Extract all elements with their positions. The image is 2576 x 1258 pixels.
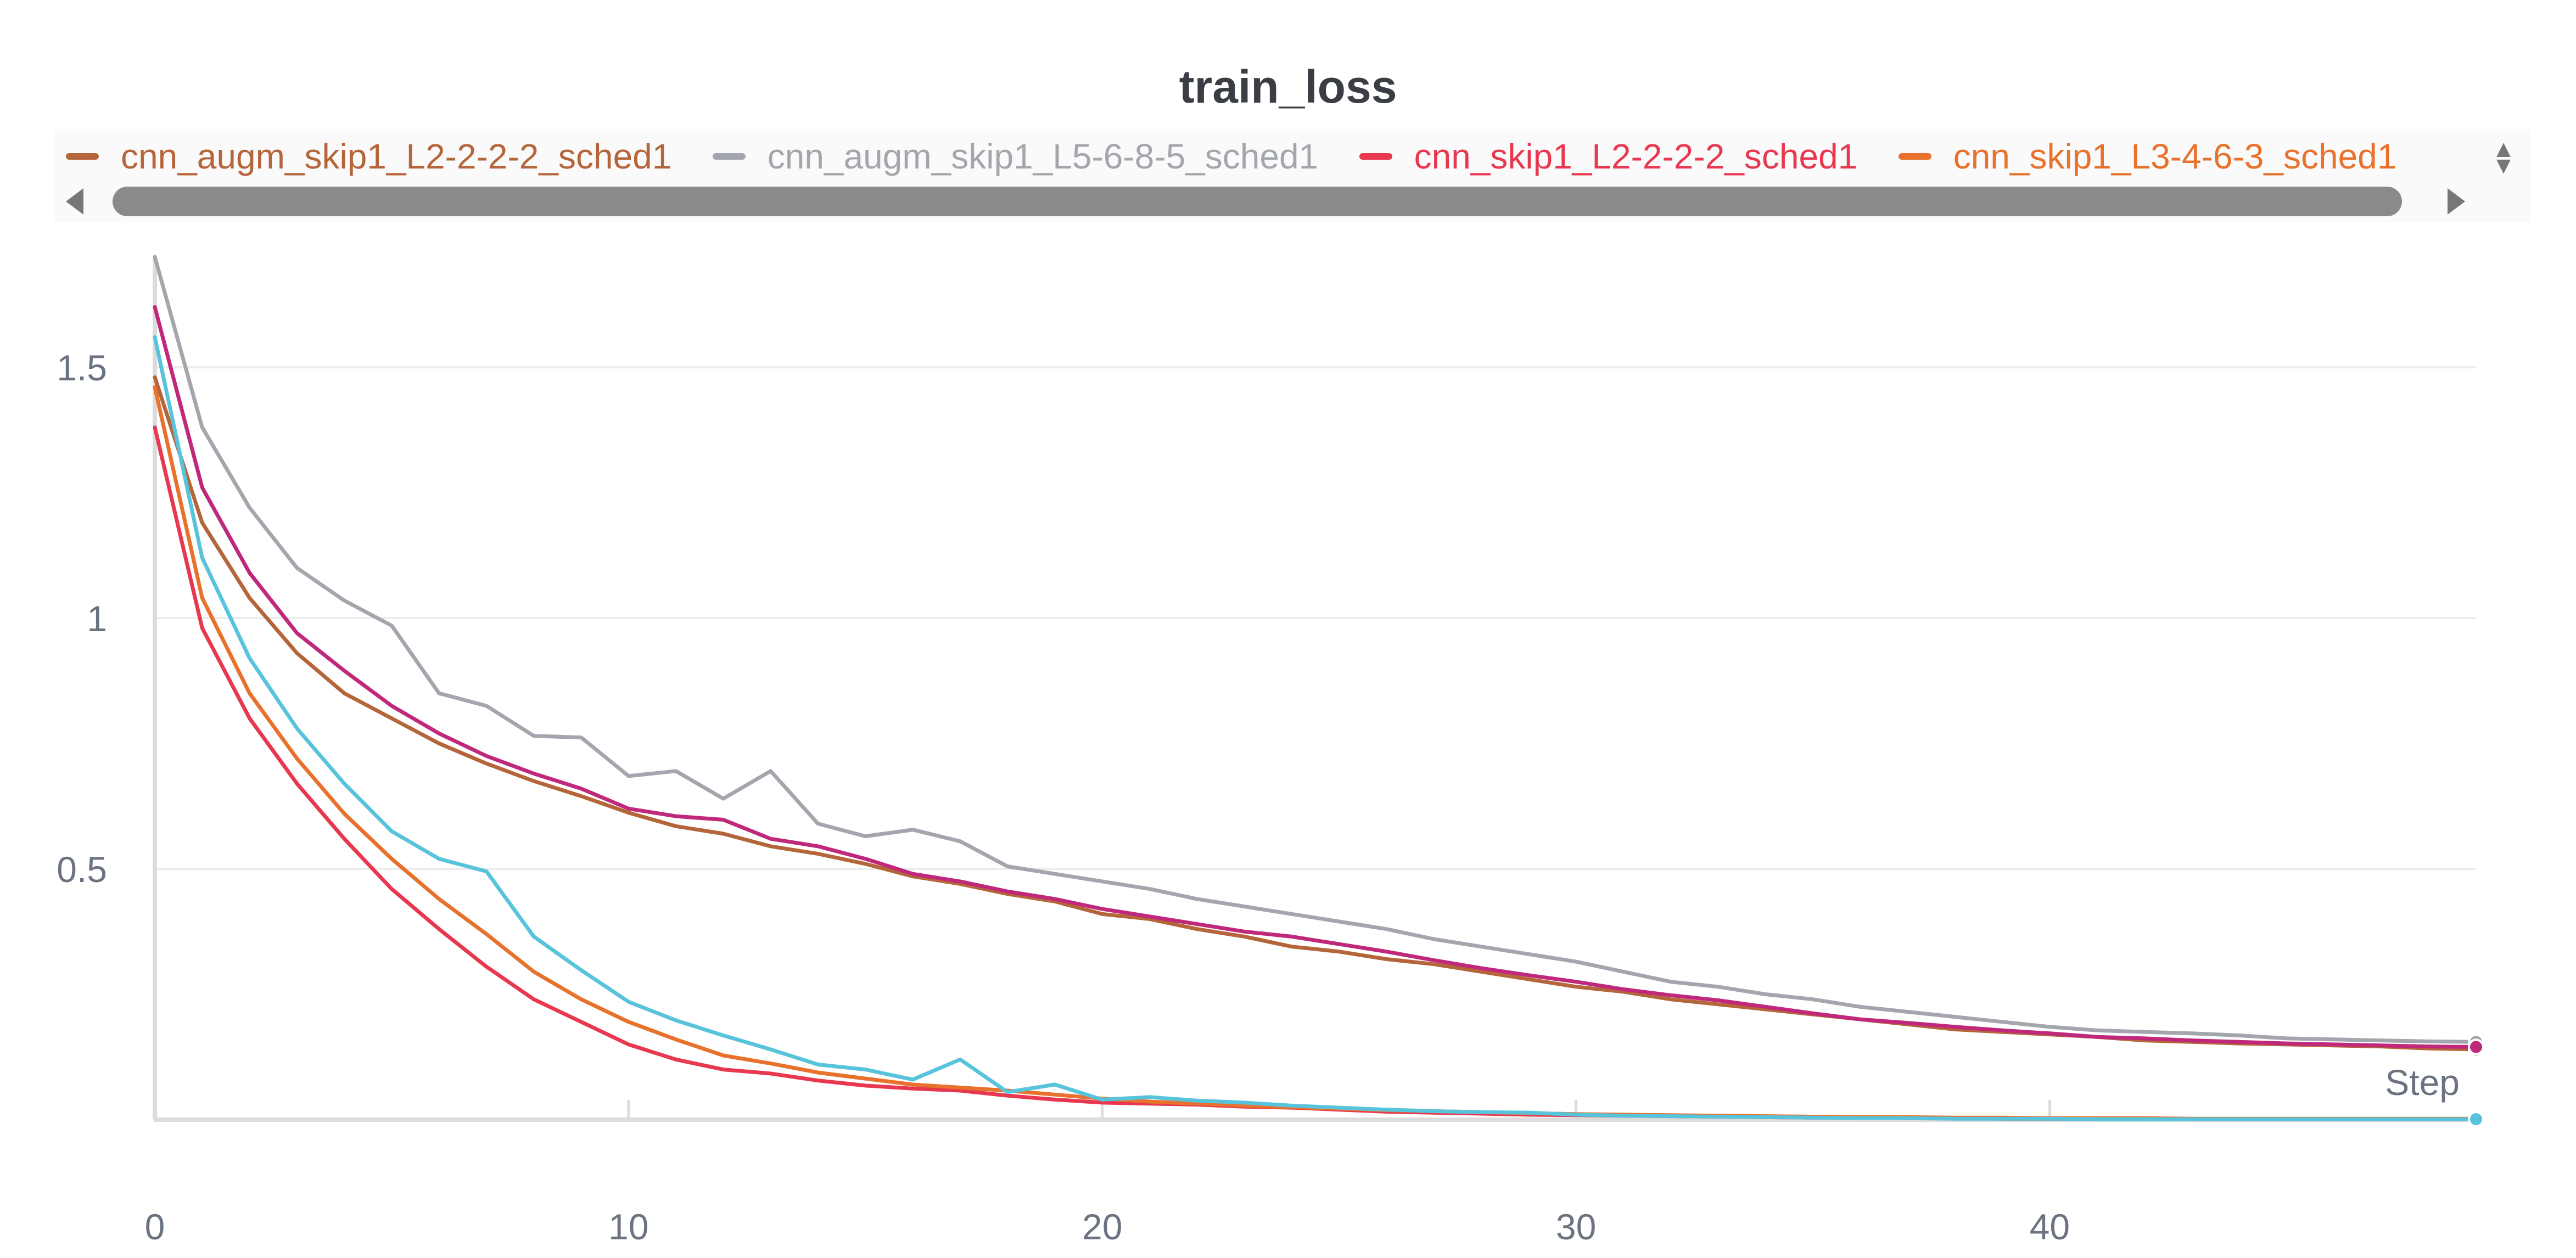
x-tick-label: 10: [608, 1206, 648, 1247]
y-tick-label: 0.5: [57, 849, 107, 890]
end-markers: [2468, 1034, 2484, 1128]
x-ticks: 0 10 20 30 40: [145, 1100, 2070, 1247]
legend-item[interactable]: cnn_skip1_L3-4-6-3_sched1: [1898, 129, 2397, 184]
legend-swatch: [1898, 153, 1931, 160]
series-end-marker: [2468, 1111, 2484, 1128]
x-tick-label: 40: [2030, 1206, 2070, 1247]
series-end-marker: [2468, 1038, 2484, 1055]
legend-swatch: [712, 153, 746, 160]
scroll-right-arrow-icon[interactable]: [2448, 188, 2465, 215]
axes: [153, 257, 2476, 1122]
legend-label: cnn_skip1_L2-2-2-2_sched1: [1414, 137, 1858, 176]
y-tick-label: 1: [87, 598, 107, 639]
x-tick-label: 20: [1082, 1206, 1122, 1247]
y-tick-label: 1.5: [57, 347, 107, 388]
legend-bar: cnn_augm_skip1_L2-2-2-2_sched1 cnn_augm_…: [55, 129, 2531, 222]
chart-title: train_loss: [1179, 61, 1397, 113]
legend-item[interactable]: cnn_skip1_L2-2-2-2_sched1: [1359, 129, 1858, 184]
x-axis-label: Step: [2385, 1062, 2460, 1103]
legend-label: cnn_augm_skip1_L2-2-2-2_sched1: [121, 137, 672, 176]
series-line: [153, 425, 2478, 1121]
legend-scrollbar-thumb[interactable]: [113, 187, 2402, 216]
legend-item[interactable]: cnn_augm_skip1_L2-2-2-2_sched1: [66, 129, 671, 184]
y-ticks: 0.5 1 1.5: [57, 347, 107, 890]
legend-swatch: [1359, 153, 1392, 160]
legend-items: cnn_augm_skip1_L2-2-2-2_sched1 cnn_augm_…: [66, 129, 2471, 184]
series-line: [153, 255, 2478, 1044]
legend-label: cnn_augm_skip1_L5-6-8-5_sched1: [767, 137, 1319, 176]
series-line: [153, 335, 2478, 1121]
legend-scroll-updown-icon[interactable]: ▲ ▼: [2491, 136, 2516, 179]
x-tick-label: 0: [145, 1206, 165, 1247]
x-tick-label: 30: [1556, 1206, 1596, 1247]
series-line: [153, 305, 2478, 1049]
grid-lines: [155, 366, 2476, 871]
legend-item[interactable]: cnn_augm_skip1_L5-6-8-5_sched1: [712, 129, 1319, 184]
series-line: [153, 385, 2478, 1121]
legend-label: cnn_skip1_L3-4-6-3_sched1: [1953, 137, 2397, 176]
legend-swatch: [66, 153, 99, 160]
series-lines: [153, 255, 2478, 1121]
scroll-left-arrow-icon[interactable]: [66, 188, 83, 215]
